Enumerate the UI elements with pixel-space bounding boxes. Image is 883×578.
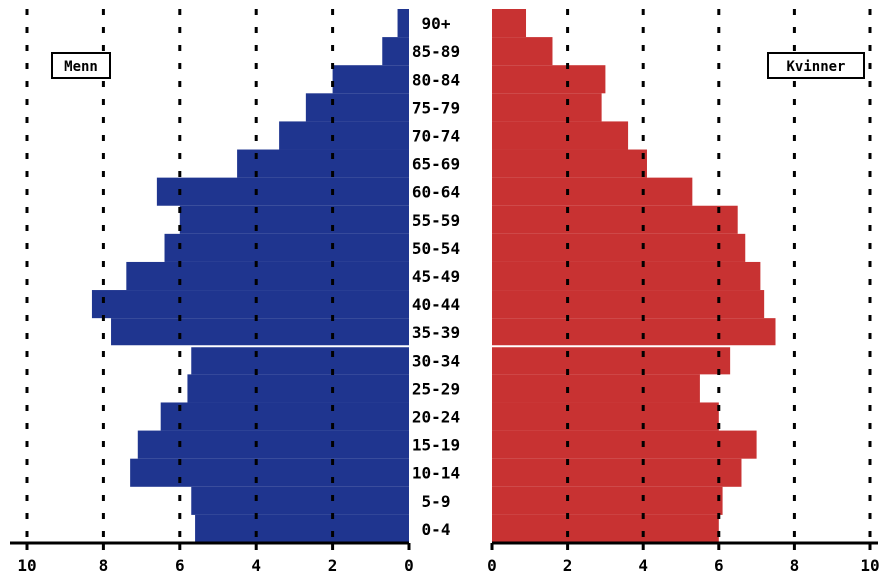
- bar-kvinner-90+: [492, 9, 527, 38]
- age-label-50-54: 50-54: [412, 239, 460, 258]
- legend-kvinner-label: Kvinner: [786, 59, 845, 75]
- tick-label-kvinner-4: 4: [638, 556, 648, 575]
- bar-menn-10-14: [130, 458, 409, 487]
- bar-menn-30-34: [191, 346, 409, 375]
- legend-kvinner: Kvinner: [767, 52, 865, 79]
- bar-menn-50-54: [164, 233, 409, 262]
- legend-menn: Menn: [51, 52, 111, 79]
- tick-label-kvinner-0: 0: [487, 556, 497, 575]
- bar-menn-5-9: [191, 486, 409, 515]
- tick-label-menn-4: 4: [251, 556, 261, 575]
- bar-kvinner-65-69: [492, 149, 647, 178]
- bar-menn-15-19: [137, 430, 409, 459]
- tick-label-kvinner-2: 2: [563, 556, 573, 575]
- bar-menn-65-69: [237, 149, 409, 178]
- bar-kvinner-40-44: [492, 290, 765, 319]
- bar-kvinner-45-49: [492, 261, 761, 291]
- bar-menn-60-64: [156, 177, 409, 206]
- age-label-30-34: 30-34: [412, 351, 460, 370]
- age-label-35-39: 35-39: [412, 323, 460, 342]
- age-label-0-4: 0-4: [422, 520, 451, 539]
- bar-kvinner-5-9: [492, 486, 723, 515]
- legend-menn-box: [51, 52, 111, 79]
- age-label-60-64: 60-64: [412, 183, 460, 202]
- bar-kvinner-75-79: [492, 93, 602, 122]
- bar-menn-35-39: [111, 318, 409, 347]
- age-label-5-9: 5-9: [422, 492, 451, 511]
- age-label-65-69: 65-69: [412, 155, 460, 174]
- age-label-75-79: 75-79: [412, 98, 460, 117]
- bar-menn-90+: [397, 9, 409, 38]
- age-label-55-59: 55-59: [412, 211, 460, 230]
- bar-menn-85-89: [382, 37, 409, 66]
- age-label-85-89: 85-89: [412, 42, 460, 61]
- bar-menn-80-84: [332, 65, 409, 94]
- bar-kvinner-70-74: [492, 121, 629, 150]
- legend-kvinner-box: [767, 52, 865, 79]
- tick-label-kvinner-6: 6: [714, 556, 724, 575]
- age-label-10-14: 10-14: [412, 464, 460, 483]
- tick-label-menn-0: 0: [404, 556, 414, 575]
- bar-menn-0-4: [195, 514, 409, 543]
- age-label-80-84: 80-84: [412, 70, 460, 89]
- bar-menn-40-44: [91, 290, 409, 319]
- bar-kvinner-55-59: [492, 205, 738, 234]
- tick-label-kvinner-10: 10: [860, 556, 879, 575]
- tick-label-menn-6: 6: [175, 556, 185, 575]
- legend-menn-label: Menn: [64, 59, 98, 75]
- bar-menn-20-24: [160, 402, 409, 431]
- bar-kvinner-20-24: [492, 402, 719, 431]
- tick-label-menn-8: 8: [99, 556, 109, 575]
- x-axes: 10 8 6 4 2 0 0 2 4 6 8 10: [10, 541, 880, 575]
- bar-kvinner-10-14: [492, 458, 742, 487]
- bar-menn-45-49: [126, 261, 409, 291]
- age-group-labels: 0-4 5-9 10-14 15-19 20-24 25-29 30-34 35-39 40-4…: [412, 14, 460, 539]
- bar-kvinner-50-54: [492, 233, 746, 262]
- tick-label-kvinner-8: 8: [790, 556, 800, 575]
- age-label-20-24: 20-24: [412, 408, 460, 427]
- bar-kvinner-25-29: [492, 374, 700, 403]
- bar-kvinner-80-84: [492, 65, 606, 94]
- bar-kvinner-0-4: [492, 514, 719, 543]
- age-label-40-44: 40-44: [412, 295, 460, 314]
- age-label-90+: 90+: [422, 14, 451, 33]
- bar-kvinner-60-64: [492, 177, 693, 206]
- bar-kvinner-35-39: [492, 318, 776, 347]
- bar-kvinner-30-34: [492, 346, 731, 375]
- bar-menn-75-79: [305, 93, 409, 122]
- bar-menn-25-29: [187, 374, 409, 403]
- age-label-15-19: 15-19: [412, 436, 460, 455]
- age-label-70-74: 70-74: [412, 126, 460, 145]
- bar-menn-70-74: [279, 121, 409, 150]
- age-label-25-29: 25-29: [412, 379, 460, 398]
- age-label-45-49: 45-49: [412, 267, 460, 286]
- bar-kvinner-15-19: [492, 430, 757, 459]
- bar-menn-55-59: [179, 205, 409, 234]
- tick-label-menn-2: 2: [328, 556, 338, 575]
- bar-kvinner-85-89: [492, 37, 553, 66]
- tick-label-menn-10: 10: [17, 556, 36, 575]
- bars: [91, 9, 780, 543]
